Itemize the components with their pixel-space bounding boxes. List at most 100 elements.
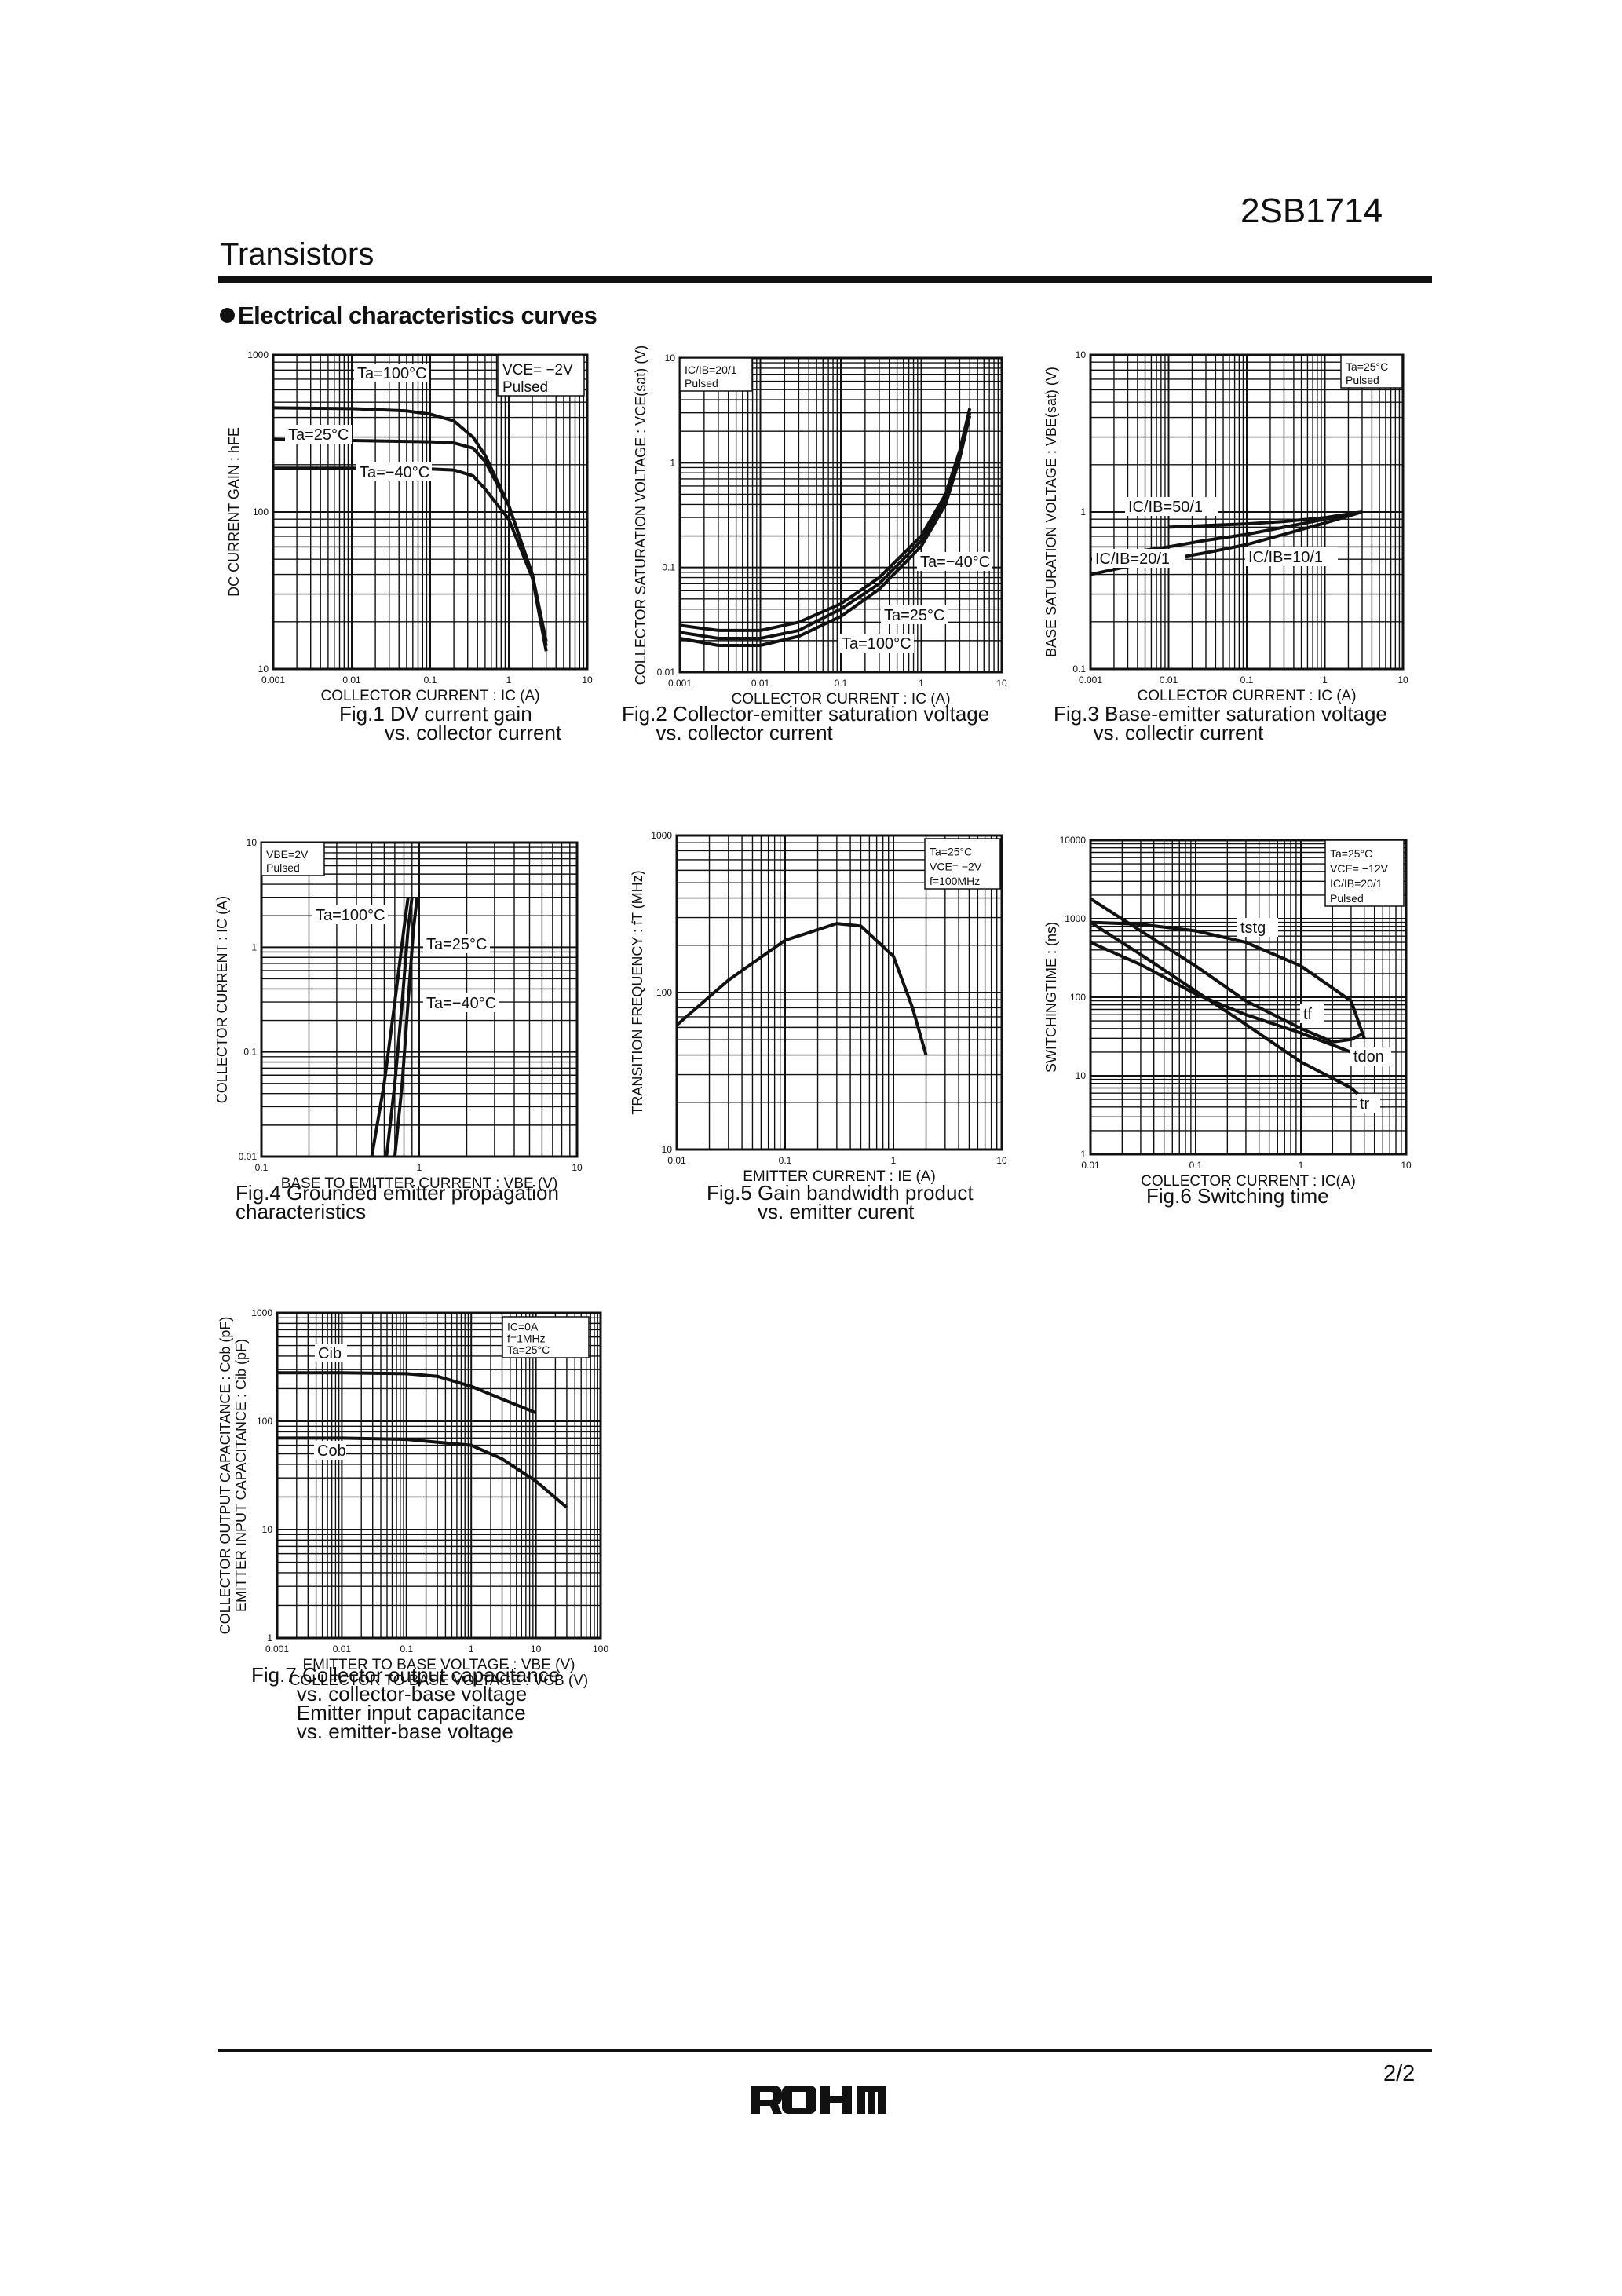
conditions-box (679, 357, 753, 392)
y-tick-label: 1 (1080, 1149, 1086, 1160)
curve-label-bg (838, 634, 914, 653)
x-tick-label: 1 (891, 1155, 897, 1166)
x-tick-label: 0.1 (1189, 1160, 1203, 1171)
x-tick-label: 1 (1322, 675, 1328, 686)
curve-ta-40-c (393, 897, 419, 1157)
curve-label-bg (1357, 1094, 1380, 1113)
curve-label-bg (356, 462, 432, 481)
curve-tstg (1090, 920, 1366, 1039)
x-tick-label: 0.1 (400, 1643, 413, 1654)
rohm-logo (751, 2086, 886, 2114)
y-axis-label: COLLECTOR OUTPUT CAPACITANCE : Cob (pF) (217, 1317, 233, 1635)
y-tick-label: 100 (1070, 992, 1086, 1003)
condition-text: Ta=25°C (507, 1344, 550, 1356)
curve-label: tdon (1353, 1048, 1384, 1066)
x-tick-label: 0.01 (1081, 1160, 1100, 1171)
bullet-icon (220, 308, 235, 324)
conditions-box (261, 842, 325, 876)
y-tick-label: 0.1 (243, 1047, 257, 1058)
y-tick-label: 10 (258, 664, 269, 675)
curve-label: IC/IB=10/1 (1248, 549, 1323, 566)
section-title: Transistors (220, 237, 374, 272)
x-tick-label: 1 (919, 678, 924, 689)
y-tick-label: 0.01 (239, 1151, 258, 1162)
y-axis-label: COLLECTOR SATURATION VOLTAGE : VCE(sat) … (633, 345, 648, 685)
figure-caption: Fig.5 Gain bandwidth product (707, 1181, 974, 1205)
figure-caption: Fig.6 Switching time (1146, 1184, 1329, 1208)
y-tick-label: 1000 (247, 349, 269, 360)
curve-cob (277, 1436, 568, 1509)
section-heading-text: Electrical characteristics curves (238, 302, 597, 329)
x-tick-label: 10 (572, 1162, 583, 1173)
plot-frame (276, 1311, 602, 1640)
y-tick-label: 10 (662, 1144, 673, 1155)
condition-text: VCE= −12V (1330, 862, 1389, 875)
curve-label: Ta=−40°C (360, 464, 429, 481)
x-tick-label: 0.1 (424, 675, 437, 686)
conditions-box (497, 354, 585, 397)
grid (261, 843, 577, 1157)
curve-label-bg (314, 1441, 346, 1460)
condition-text: Ta=25°C (1346, 360, 1388, 373)
part-number: 2SB1714 (1240, 192, 1383, 230)
curve-ta-100-c (679, 415, 972, 647)
y-tick-label: 0.1 (662, 562, 675, 573)
plot-frame (272, 353, 589, 671)
curve-label-bg (1237, 918, 1278, 937)
condition-text: VCE= −2V (502, 362, 573, 378)
y-tick-label: 10 (247, 837, 258, 848)
y-tick-label: 1000 (1065, 913, 1086, 924)
curve-label-bg (315, 1344, 347, 1362)
condition-text: Ta=25°C (930, 846, 972, 858)
y-tick-label: 10 (1076, 349, 1087, 360)
x-tick-label: 1 (1299, 1160, 1304, 1171)
x-tick-label: 10 (996, 1155, 1007, 1166)
conditions-box (1340, 354, 1403, 389)
x-tick-label: 10 (531, 1643, 542, 1654)
plot-frame (678, 356, 1003, 674)
figure-caption: Fig.4 Grounded emitter propagation (236, 1181, 559, 1205)
footer-rule (218, 2049, 1432, 2052)
y-tick-label: 1 (267, 1632, 272, 1643)
y-tick-label: 10 (665, 353, 676, 364)
figure-caption: vs. emitter-base voltage (251, 1720, 513, 1743)
x-tick-label: 1 (506, 675, 512, 686)
curve-label: Ta=100°C (357, 365, 427, 382)
x-tick-label: 1 (469, 1643, 474, 1654)
x-axis-label: COLLECTOR CURRENT : IC (A) (1137, 688, 1356, 704)
x-axis-label: COLLECTOR CURRENT : IC(A) (1141, 1173, 1356, 1190)
curve-label-bg (285, 425, 352, 444)
y-tick-label: 1000 (651, 830, 672, 841)
figure-1: 0.001 0.01 0.1 1 10 10 100 1000 COLLECTOR CURREN… (226, 349, 593, 744)
y-axis-label: COLLECTOR CURRENT : IC (A) (214, 896, 230, 1103)
y-tick-label: 10 (262, 1524, 273, 1535)
curve-label: tstg (1240, 919, 1266, 937)
condition-text: Pulsed (266, 861, 300, 874)
y-axis-label: BASE SATURATION VOLTAGE : VBE(sat) (V) (1043, 367, 1059, 657)
curve-label: Cib (318, 1345, 342, 1362)
plot-frame (1089, 839, 1408, 1156)
x-axis-label: BASE TO EMITTER CURRENT : VBE (V) (281, 1175, 558, 1192)
curve-label: IC/IB=50/1 (1128, 499, 1203, 516)
x-tick-label: 0.01 (667, 1155, 686, 1166)
figure-caption: vs. collector current (622, 721, 834, 744)
y-tick-label: 100 (257, 1416, 272, 1427)
condition-text: Pulsed (1330, 892, 1364, 905)
x-axis-label: COLLECTOR CURRENT : IC (A) (731, 691, 950, 707)
condition-text: Pulsed (685, 377, 718, 389)
curve-label: IC/IB=20/1 (1095, 550, 1170, 568)
y-axis-label: DC CURRENT GAIN : hFE (226, 427, 242, 597)
y-tick-label: 0.01 (657, 667, 676, 678)
curve-label: Ta=100°C (842, 635, 911, 653)
y-tick-label: 1000 (251, 1307, 272, 1318)
plot-frame (260, 841, 579, 1158)
plot-frame (1089, 353, 1405, 671)
figure-caption: characteristics (236, 1200, 366, 1223)
x-tick-label: 0.1 (1240, 675, 1254, 686)
x-axis-label: EMITTER CURRENT : IE (A) (743, 1168, 936, 1185)
x-tick-label: 0.01 (333, 1643, 352, 1654)
curve-label-bg (423, 934, 490, 953)
x-axis-label: COLLECTOR CURRENT : IC (A) (320, 688, 539, 704)
x-tick-label: 0.01 (1160, 675, 1178, 686)
